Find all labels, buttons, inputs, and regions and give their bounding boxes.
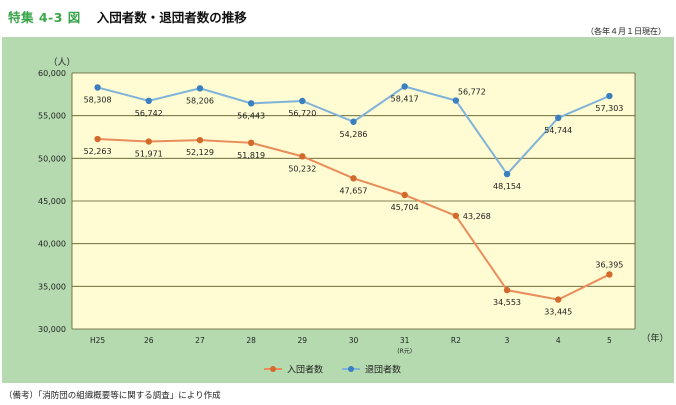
data-point-retirees xyxy=(401,83,408,90)
y-tick-label: 55,000 xyxy=(38,112,66,121)
legend-marker-entrants xyxy=(270,366,276,372)
x-tick-label: 4 xyxy=(556,336,561,345)
data-point-entrants xyxy=(196,136,204,144)
y-tick-label: 45,000 xyxy=(38,197,66,206)
data-label-retirees: 54,286 xyxy=(340,130,368,139)
x-tick-sublabel: (R元) xyxy=(397,348,412,355)
data-point-retirees xyxy=(350,118,357,125)
data-point-retirees xyxy=(452,97,460,104)
data-label-entrants: 34,553 xyxy=(493,298,521,307)
data-point-entrants xyxy=(606,271,613,278)
data-label-entrants: 36,395 xyxy=(595,260,623,269)
figure-label: 特集 4-3 図 xyxy=(8,10,81,25)
data-point-entrants xyxy=(401,191,408,199)
data-point-retirees xyxy=(145,97,152,105)
data-label-entrants: 50,232 xyxy=(288,164,316,173)
data-point-retirees xyxy=(555,114,562,122)
legend-marker-retirees xyxy=(348,366,354,372)
data-point-retirees xyxy=(247,100,255,107)
x-tick-label: 5 xyxy=(607,336,612,345)
y-tick-label: 35,000 xyxy=(38,282,66,291)
data-point-entrants xyxy=(94,135,101,143)
data-label-entrants: 33,445 xyxy=(544,308,572,317)
y-tick-label: 30,000 xyxy=(38,325,66,334)
x-tick-label: 26 xyxy=(144,336,154,345)
data-label-retirees: 56,772 xyxy=(458,88,486,97)
data-label-retirees: 48,154 xyxy=(493,182,521,191)
data-point-entrants xyxy=(350,175,357,182)
y-tick-label: 60,000 xyxy=(38,69,66,78)
x-tick-label: 27 xyxy=(195,336,205,345)
legend-label-entrants: 入団者数 xyxy=(287,364,323,376)
footnote: （備考）「消防団の組織概要等に関する調査」により作成 xyxy=(4,391,221,401)
date-note: （各年４月１日現在） xyxy=(586,27,666,36)
legend-label-retirees: 退団者数 xyxy=(365,364,401,376)
x-tick-label: 3 xyxy=(505,336,510,345)
data-label-entrants: 52,263 xyxy=(84,147,112,156)
x-tick-label: 28 xyxy=(246,336,256,345)
x-tick-label: 30 xyxy=(349,336,359,345)
data-label-retirees: 57,303 xyxy=(595,104,623,113)
data-point-retirees xyxy=(94,84,101,91)
x-tick-label: 31 xyxy=(400,336,410,345)
x-axis-title: （年） xyxy=(641,332,668,344)
data-label-entrants: 43,268 xyxy=(463,212,491,221)
data-point-entrants xyxy=(145,138,152,145)
x-tick-label: 29 xyxy=(298,336,308,345)
figure-title: 入団者数・退団者数の推移 xyxy=(96,10,247,25)
data-label-entrants: 51,971 xyxy=(135,150,163,159)
chart-panel: 30,000 35,000 40,000 45,000 50,000 55,000 60,0… xyxy=(2,37,674,383)
x-tick-label: H25 xyxy=(90,336,105,345)
figure-header: 特集 4-3 図 入団者数・退団者数の推移 xyxy=(8,7,247,25)
data-point-retirees xyxy=(606,92,613,100)
data-label-retirees: 56,720 xyxy=(288,109,316,118)
data-label-retirees: 56,742 xyxy=(135,109,163,118)
data-point-retirees xyxy=(299,97,306,105)
data-label-entrants: 52,129 xyxy=(186,148,214,157)
data-label-entrants: 51,819 xyxy=(237,151,265,160)
data-label-retirees: 58,308 xyxy=(84,95,112,104)
data-label-retirees: 58,417 xyxy=(391,95,419,104)
data-point-entrants xyxy=(503,286,511,294)
y-tick-label: 40,000 xyxy=(38,240,66,249)
y-axis-title: （人） xyxy=(48,57,75,68)
data-label-retirees: 56,443 xyxy=(237,111,265,120)
data-point-retirees xyxy=(503,170,511,178)
y-tick-label: 50,000 xyxy=(38,154,66,163)
line-chart: 30,000 35,000 40,000 45,000 50,000 55,000 60,0… xyxy=(38,57,669,376)
data-point-retirees xyxy=(196,85,204,92)
data-point-entrants xyxy=(452,212,460,219)
data-point-entrants xyxy=(299,153,306,160)
data-point-entrants xyxy=(247,139,255,147)
data-label-retirees: 58,206 xyxy=(186,96,214,105)
data-label-entrants: 45,704 xyxy=(391,203,419,212)
data-label-entrants: 47,657 xyxy=(340,186,368,195)
data-point-entrants xyxy=(555,296,562,303)
data-label-retirees: 54,744 xyxy=(544,126,572,135)
x-tick-label: R2 xyxy=(451,336,461,345)
